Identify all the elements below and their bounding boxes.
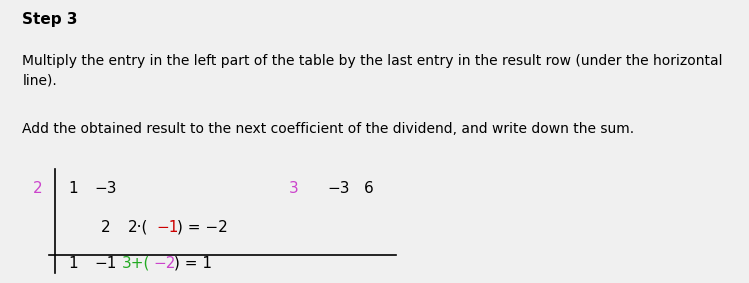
Text: −3: −3 — [328, 181, 351, 196]
Text: −3: −3 — [94, 181, 117, 196]
Text: 1: 1 — [69, 181, 79, 196]
Text: 2: 2 — [100, 220, 110, 235]
Text: 3+(: 3+( — [122, 256, 150, 271]
Text: Add the obtained result to the next coefficient of the dividend, and write down : Add the obtained result to the next coef… — [22, 122, 634, 136]
Text: 2: 2 — [32, 181, 42, 196]
Text: Multiply the entry in the left part of the table by the last entry in the result: Multiply the entry in the left part of t… — [22, 53, 723, 87]
Text: −1: −1 — [94, 256, 117, 271]
Text: 2·(: 2·( — [128, 220, 148, 235]
Text: −2: −2 — [153, 256, 175, 271]
Text: 1: 1 — [69, 256, 79, 271]
Text: 3: 3 — [289, 181, 299, 196]
Text: ) = 1: ) = 1 — [174, 256, 212, 271]
Text: 6: 6 — [364, 181, 374, 196]
Text: Step 3: Step 3 — [22, 12, 78, 27]
Text: ) = −2: ) = −2 — [178, 220, 228, 235]
Text: −1: −1 — [157, 220, 179, 235]
